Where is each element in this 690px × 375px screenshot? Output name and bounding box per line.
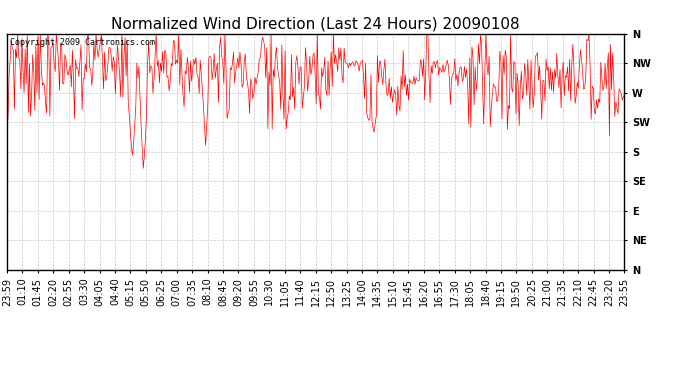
Title: Normalized Wind Direction (Last 24 Hours) 20090108: Normalized Wind Direction (Last 24 Hours… bbox=[111, 16, 520, 31]
Text: Copyright 2009 Cartronics.com: Copyright 2009 Cartronics.com bbox=[10, 39, 155, 48]
